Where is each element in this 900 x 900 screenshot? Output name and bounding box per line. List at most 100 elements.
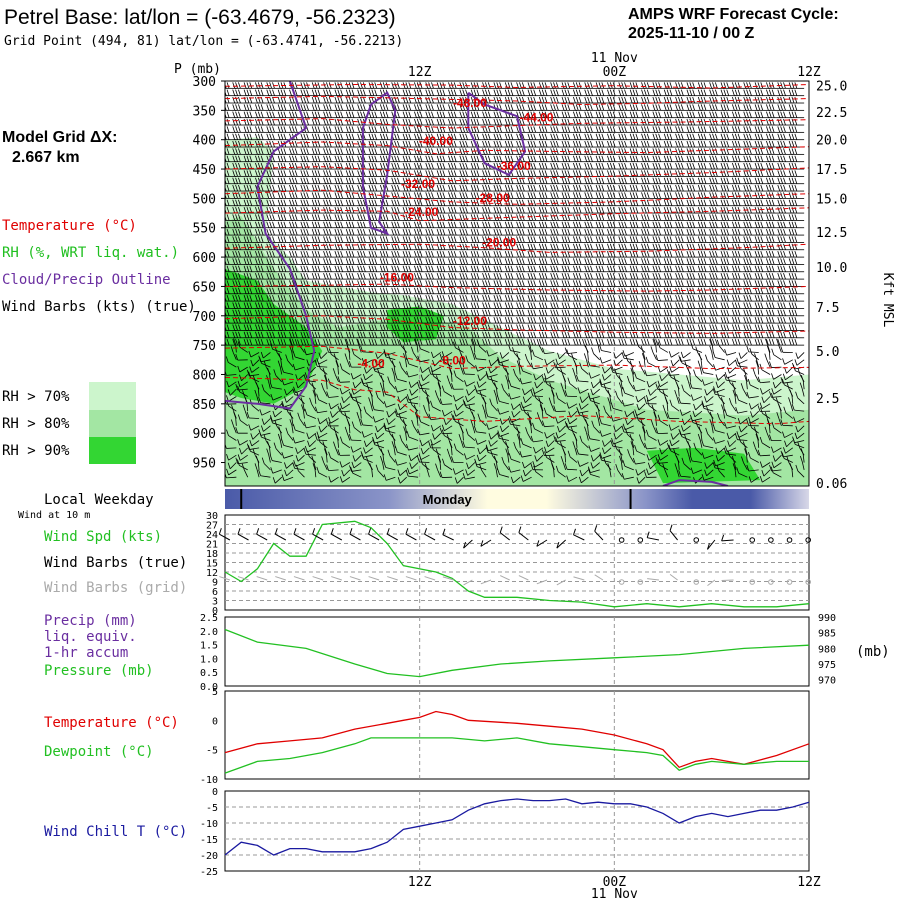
wind-barb-feather	[783, 89, 786, 96]
wind-barb-feather	[235, 104, 238, 111]
wind-barb-feather	[467, 81, 468, 82]
wind-barb-feather	[634, 81, 636, 82]
wind-barb-feather	[462, 111, 466, 118]
wind-barb-feather	[655, 82, 659, 89]
wind-barb-feather	[326, 148, 329, 155]
wind-barb-feather	[226, 96, 230, 104]
wind-barb-feather	[368, 111, 372, 118]
wind-barb-feather	[556, 96, 559, 104]
wind-barb-feather	[368, 148, 372, 155]
wind-barb-feather	[235, 148, 238, 155]
wind-barb-feather	[453, 96, 457, 104]
wind-barb-feather	[476, 82, 480, 89]
wind-barb-feather	[323, 133, 326, 140]
wind-barb-feather	[391, 96, 395, 104]
wind-barb-feather	[337, 89, 341, 96]
wind-barb-feather	[259, 81, 261, 82]
wind-barb-feather	[783, 126, 786, 133]
wind-barb-feather	[216, 119, 218, 125]
wind-barb-feather	[632, 82, 636, 89]
forecast-cycle-value: 2025-11-10 / 00 Z	[628, 25, 755, 42]
wind-barb-feather	[414, 89, 417, 96]
wind-barb-feather	[783, 118, 786, 126]
wind-barb-feather	[442, 118, 446, 126]
wind-barb-feather	[624, 155, 627, 162]
wind-barb-feather	[246, 96, 250, 104]
wind-barb-feather	[785, 81, 786, 82]
wind-barb-feather	[675, 126, 678, 133]
wind-barb-feather	[317, 133, 321, 140]
wind-barb-feather	[374, 111, 378, 118]
wind-barb-feather	[291, 126, 295, 133]
wind-barb-feather	[305, 81, 306, 82]
wind-barb-feather	[726, 133, 730, 140]
wind-barb-feather	[326, 140, 329, 148]
wind-barb-feather	[328, 155, 332, 162]
wind-barb-feather	[550, 82, 554, 89]
wind-barb-feather	[737, 155, 741, 162]
wind-barb-feather	[249, 89, 253, 96]
wind-barb-feather	[720, 118, 724, 126]
wind-barb-feather	[504, 89, 508, 96]
wind-barb-feather	[337, 155, 341, 162]
wind-barb-feather	[382, 111, 386, 118]
wind-barb-feather	[260, 140, 264, 148]
wind-barb-feather	[414, 133, 417, 140]
wind-barb-feather	[328, 133, 332, 140]
wind-barb-feather	[757, 148, 761, 155]
wind-barb-feather	[272, 104, 275, 111]
wind-barb-feather	[357, 82, 361, 89]
wind-barb-feather	[643, 81, 644, 82]
wind-barb-feather	[408, 118, 412, 126]
wind-barb-feather	[351, 118, 355, 126]
wind-barb-feather	[760, 104, 764, 111]
wind-barb-feather	[235, 133, 238, 140]
wind-barb-feather	[538, 118, 542, 126]
wind-barb-feather	[530, 104, 534, 111]
wind-barb-feather	[348, 133, 352, 140]
wind-barb-feather	[689, 89, 693, 96]
wind-barb-feather	[279, 81, 281, 82]
wind-barb-feather	[243, 155, 247, 162]
wind-barb-feather	[556, 140, 559, 148]
wind-barb-feather	[453, 133, 457, 140]
rh90-swatch	[89, 437, 136, 464]
wind-barb-feather	[780, 104, 784, 111]
wind-barb-feather	[510, 96, 514, 104]
wind-barb-feather	[589, 81, 590, 82]
wind-barb-feather	[397, 133, 400, 140]
wind-barb-feather	[226, 104, 230, 111]
wind-barb-feather	[459, 140, 463, 148]
wind-barb-feather	[541, 111, 545, 118]
wind-barb-feather	[216, 126, 218, 132]
wind-barb-feather	[575, 140, 579, 148]
wind-barb-feather	[330, 81, 332, 82]
wind-barb-feather	[382, 148, 386, 155]
wind-barb-feather	[283, 126, 287, 133]
wind-barb-feather	[340, 89, 344, 96]
wind-barb-feather	[791, 111, 795, 118]
wind-barb-feather	[257, 148, 261, 155]
wind-barb-feather	[351, 96, 355, 104]
wind-barb-feather	[414, 111, 417, 118]
wind-barb-feather	[754, 155, 758, 162]
wind-barb-feather	[723, 140, 727, 148]
wind-barb-feather	[487, 82, 491, 89]
wind-barb-feather	[374, 89, 378, 96]
wind-barb-feather	[216, 178, 218, 184]
wind-barb-feather	[243, 104, 247, 111]
wind-barb-feather	[507, 126, 511, 133]
wind-barb-feather	[519, 133, 522, 140]
wind-barb-feather	[340, 155, 344, 162]
wind-barb-feather	[540, 81, 542, 82]
wind-barb-feather	[210, 236, 212, 242]
wind-barb-feather	[221, 148, 223, 154]
wind-barb-feather	[516, 148, 519, 155]
wind-barb-feather	[572, 126, 576, 133]
wind-barb-feather	[323, 162, 326, 170]
wind-barb-feather	[675, 104, 678, 111]
wind-barb-feather	[641, 96, 644, 104]
wind-barb-feather	[629, 96, 633, 104]
wind-barb-feather	[402, 140, 406, 148]
wind-barb-feather	[587, 126, 590, 133]
